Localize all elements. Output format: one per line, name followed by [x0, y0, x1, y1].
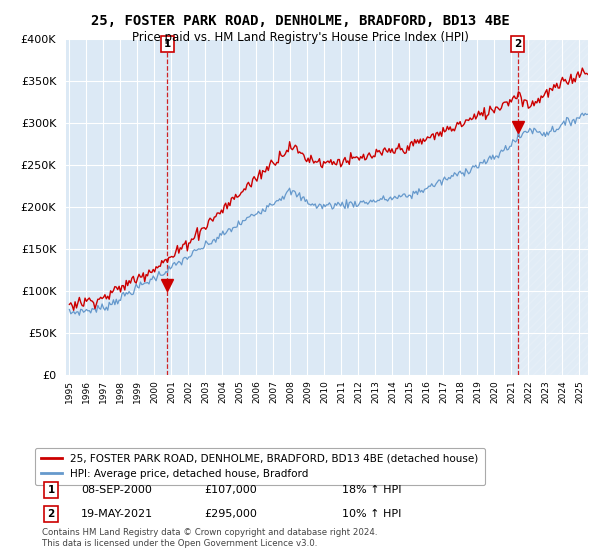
Text: 08-SEP-2000: 08-SEP-2000 — [81, 485, 152, 495]
Legend: 25, FOSTER PARK ROAD, DENHOLME, BRADFORD, BD13 4BE (detached house), HPI: Averag: 25, FOSTER PARK ROAD, DENHOLME, BRADFORD… — [35, 447, 485, 486]
Text: £295,000: £295,000 — [204, 509, 257, 519]
Text: 2: 2 — [47, 509, 55, 519]
Text: 2: 2 — [514, 39, 521, 49]
Text: 19-MAY-2021: 19-MAY-2021 — [81, 509, 153, 519]
Text: 25, FOSTER PARK ROAD, DENHOLME, BRADFORD, BD13 4BE: 25, FOSTER PARK ROAD, DENHOLME, BRADFORD… — [91, 14, 509, 28]
Text: 1: 1 — [164, 39, 171, 49]
Text: Contains HM Land Registry data © Crown copyright and database right 2024.
This d: Contains HM Land Registry data © Crown c… — [42, 528, 377, 548]
Text: 18% ↑ HPI: 18% ↑ HPI — [342, 485, 401, 495]
Bar — [518, 39, 588, 375]
Text: £107,000: £107,000 — [204, 485, 257, 495]
Text: 10% ↑ HPI: 10% ↑ HPI — [342, 509, 401, 519]
Text: 1: 1 — [47, 485, 55, 495]
Text: Price paid vs. HM Land Registry's House Price Index (HPI): Price paid vs. HM Land Registry's House … — [131, 31, 469, 44]
